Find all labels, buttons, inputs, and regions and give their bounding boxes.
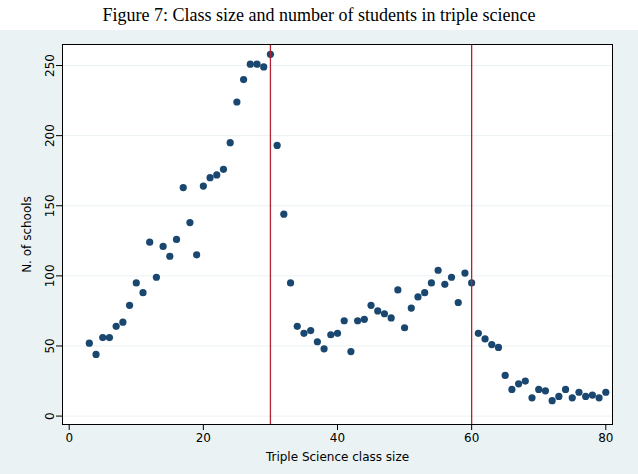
svg-text:40: 40: [330, 431, 345, 445]
svg-text:100: 100: [43, 264, 57, 287]
svg-text:N. of schools: N. of schools: [20, 196, 34, 273]
svg-text:200: 200: [43, 124, 57, 147]
svg-text:150: 150: [43, 194, 57, 217]
svg-text:250: 250: [43, 54, 57, 77]
svg-text:80: 80: [598, 431, 613, 445]
html-text:Figure 7: Class size and numbe: Figure 7: Class size and number of stude…: [102, 5, 536, 25]
svg-text:50: 50: [43, 338, 57, 353]
svg-text:Triple Science class size: Triple Science class size: [265, 450, 409, 464]
svg-text:60: 60: [464, 431, 479, 445]
svg-text:0: 0: [65, 431, 73, 445]
svg-text:0: 0: [43, 412, 57, 420]
svg-text:20: 20: [196, 431, 211, 445]
